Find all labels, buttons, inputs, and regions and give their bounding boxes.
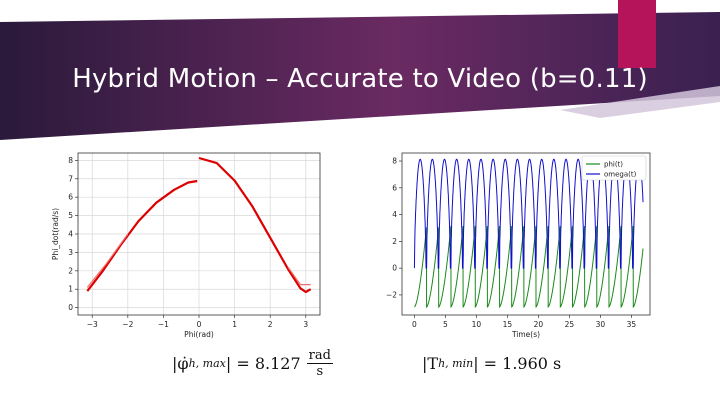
- eq-left-fraction: rad s: [306, 348, 333, 379]
- x-tick-label: 5: [443, 320, 448, 329]
- series-phi-line: [414, 226, 644, 309]
- x-tick-label: −3: [87, 320, 98, 329]
- title-banner: [0, 12, 720, 140]
- banner-light-band: [560, 86, 720, 118]
- eq-left-num: rad: [306, 348, 333, 364]
- phase-series-2: [86, 233, 129, 288]
- banner-background: [0, 12, 720, 140]
- phase-portrait-chart: −3 −2 −1 0 1 2 3 0 1 2 3 4 5 6 7 8 Phi(rad) Phi_dot(rad/s…: [51, 152, 321, 339]
- eq-left-sub: h, max: [188, 357, 226, 370]
- eq-left-lhs: |φ̇: [172, 354, 189, 373]
- eq-right-lhs: |T: [422, 354, 439, 373]
- x-tick-label: 2: [268, 320, 273, 329]
- accent-tab: [618, 0, 656, 68]
- y-tick-label: 7: [68, 174, 73, 183]
- x-tick-label: 0: [197, 320, 202, 329]
- y-tick-label: 8: [68, 156, 73, 165]
- x-tick-label: 10: [472, 320, 482, 329]
- eq-right-rest: | = 1.960 s: [473, 354, 562, 373]
- y-tick-label: 8: [392, 157, 397, 166]
- x-tick-label: 0: [412, 320, 417, 329]
- eq-left-den: s: [316, 364, 324, 379]
- equation-right: |T h, min | = 1.960 s: [422, 354, 561, 373]
- legend: phi(t) omega(t): [581, 155, 647, 181]
- x-axis-label: Phi(rad): [184, 330, 214, 339]
- legend-label-0: phi(t): [604, 161, 623, 169]
- y-tick-label: 1: [68, 285, 73, 294]
- y-tick-label: −2: [386, 290, 397, 299]
- x-tick-label: 3: [303, 320, 308, 329]
- y-tick-label: 6: [392, 183, 397, 192]
- y-axis-label: Phi_dot(rad/s): [51, 208, 60, 260]
- x-tick-label: 15: [503, 320, 513, 329]
- legend-label-1: omega(t): [604, 171, 637, 179]
- y-tick-label: 6: [68, 193, 73, 202]
- y-tick-label: 2: [68, 266, 73, 275]
- eq-left-mid: | = 8.127: [225, 354, 301, 373]
- y-tick-label: 3: [68, 248, 73, 257]
- y-tick-label: 5: [68, 211, 73, 220]
- equation-left: |φ̇ h, max | = 8.127 rad s: [172, 348, 333, 379]
- slide-title: Hybrid Motion – Accurate to Video (b=0.1…: [72, 64, 648, 94]
- eq-right-sub: h, min: [438, 357, 474, 370]
- x-tick-label: 30: [596, 320, 606, 329]
- phase-series-0: [86, 179, 198, 292]
- time-series-chart: 0 5 10 15 20 25 30 35 −2 0 2 4 6 8 Time(s) phi(t) omega(…: [386, 152, 651, 339]
- x-tick-label: 20: [534, 320, 544, 329]
- x-tick-label: −2: [122, 320, 133, 329]
- y-tick-label: 4: [392, 210, 397, 219]
- y-tick-label: 0: [392, 264, 397, 273]
- phase-series-1: [198, 156, 312, 294]
- x-tick-label: 35: [627, 320, 637, 329]
- x-tick-label: 25: [565, 320, 575, 329]
- y-tick-label: 2: [392, 237, 397, 246]
- x-tick-label: −1: [158, 320, 169, 329]
- phase-series-3: [287, 266, 311, 286]
- y-tick-label: 0: [68, 303, 73, 312]
- y-tick-label: 4: [68, 230, 73, 239]
- x-axis-label: Time(s): [511, 330, 540, 339]
- plot-frame: [401, 152, 651, 316]
- x-tick-label: 1: [232, 320, 237, 329]
